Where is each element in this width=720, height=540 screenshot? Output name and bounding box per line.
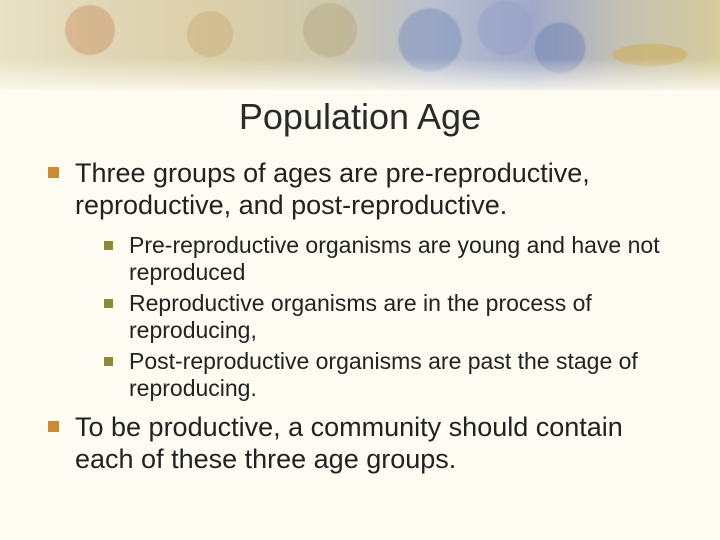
square-bullet-icon [48,421,59,432]
bullet-text: Reproductive organisms are in the proces… [129,290,688,344]
slide: Population Age Three groups of ages are … [0,0,720,540]
slide-content: Three groups of ages are pre-reproductiv… [48,158,688,486]
bullet-level1: Three groups of ages are pre-reproductiv… [48,158,688,222]
square-bullet-icon [104,299,113,308]
square-bullet-icon [104,241,113,250]
bullet-text: Three groups of ages are pre-reproductiv… [75,158,688,222]
square-bullet-icon [104,357,113,366]
bullet-text: Pre-reproductive organisms are young and… [129,232,688,286]
bullet-level2: Reproductive organisms are in the proces… [104,290,688,344]
slide-title: Population Age [0,96,720,138]
bullet-text: To be productive, a community should con… [75,412,688,476]
header-fade [0,58,720,100]
bullet-level2: Pre-reproductive organisms are young and… [104,232,688,286]
square-bullet-icon [48,167,59,178]
bullet-level1: To be productive, a community should con… [48,412,688,476]
sub-bullets: Pre-reproductive organisms are young and… [104,232,688,403]
bullet-level2: Post-reproductive organisms are past the… [104,348,688,402]
bullet-text: Post-reproductive organisms are past the… [129,348,688,402]
